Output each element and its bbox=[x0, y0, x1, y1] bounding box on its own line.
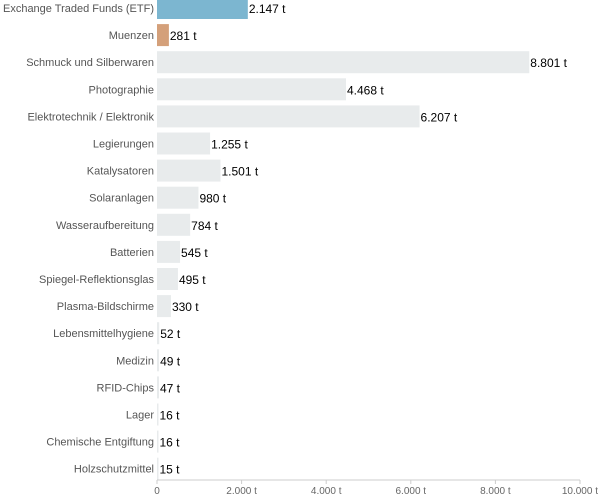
value-label: 15 t bbox=[160, 463, 181, 477]
bar bbox=[157, 105, 420, 128]
category-label: Solaranlagen bbox=[89, 193, 154, 205]
category-label: Muenzen bbox=[109, 30, 154, 42]
value-label: 1.501 t bbox=[221, 165, 258, 179]
x-tick-label: 0 bbox=[154, 486, 160, 497]
value-label: 281 t bbox=[170, 29, 197, 43]
bar bbox=[157, 78, 346, 101]
value-label: 4.468 t bbox=[347, 83, 384, 97]
value-label: 1.255 t bbox=[211, 138, 248, 152]
category-label: Schmuck und Silberwaren bbox=[26, 57, 154, 69]
value-label: 16 t bbox=[160, 436, 181, 450]
category-label: Holzschutzmittel bbox=[74, 464, 154, 476]
bar bbox=[157, 0, 248, 19]
value-label: 16 t bbox=[160, 409, 181, 423]
category-label: Exchange Traded Funds (ETF) bbox=[3, 3, 154, 15]
x-tick-label: 8.000 t bbox=[480, 486, 511, 497]
value-label: 49 t bbox=[160, 354, 181, 368]
bar bbox=[157, 349, 160, 372]
value-label: 980 t bbox=[199, 192, 226, 206]
category-label: Plasma-Bildschirme bbox=[57, 301, 154, 313]
bar bbox=[157, 132, 211, 155]
category-label: Batterien bbox=[110, 247, 154, 259]
category-label: Elektrotechnik / Elektronik bbox=[27, 111, 154, 123]
bar bbox=[157, 51, 530, 74]
category-label: Lebensmittelhygiene bbox=[53, 328, 154, 340]
value-label: 52 t bbox=[160, 327, 181, 341]
category-label: Medizin bbox=[116, 355, 154, 367]
bar bbox=[157, 213, 191, 236]
bar bbox=[157, 186, 199, 209]
category-label: Lager bbox=[126, 410, 154, 422]
category-label: Wasseraufbereitung bbox=[56, 220, 154, 232]
bar bbox=[157, 403, 159, 426]
bar bbox=[157, 457, 159, 480]
bar bbox=[157, 430, 159, 453]
category-label: Chemische Entgiftung bbox=[46, 437, 154, 449]
bar bbox=[157, 295, 171, 318]
bar bbox=[157, 322, 160, 345]
bar bbox=[157, 240, 181, 263]
category-label: Katalysatoren bbox=[87, 166, 154, 178]
category-label: RFID-Chips bbox=[97, 382, 155, 394]
value-label: 6.207 t bbox=[421, 110, 458, 124]
bar bbox=[157, 268, 178, 290]
value-label: 784 t bbox=[191, 219, 218, 233]
x-tick-label: 10.000 t bbox=[562, 486, 598, 497]
x-tick-label: 4.000 t bbox=[311, 486, 342, 497]
value-label: 8.801 t bbox=[530, 56, 567, 70]
value-label: 2.147 t bbox=[249, 2, 286, 16]
value-label: 495 t bbox=[179, 273, 206, 287]
x-tick-label: 2.000 t bbox=[226, 486, 257, 497]
category-label: Legierungen bbox=[93, 139, 154, 151]
category-label: Spiegel-Reflektionsglas bbox=[39, 274, 154, 286]
value-label: 545 t bbox=[181, 246, 208, 260]
category-label: Photographie bbox=[89, 84, 154, 96]
value-label: 47 t bbox=[160, 381, 181, 395]
bar bbox=[157, 376, 159, 399]
bar bbox=[157, 159, 221, 182]
bar bbox=[157, 24, 169, 47]
x-tick-label: 6.000 t bbox=[396, 486, 427, 497]
value-label: 330 t bbox=[172, 300, 199, 314]
